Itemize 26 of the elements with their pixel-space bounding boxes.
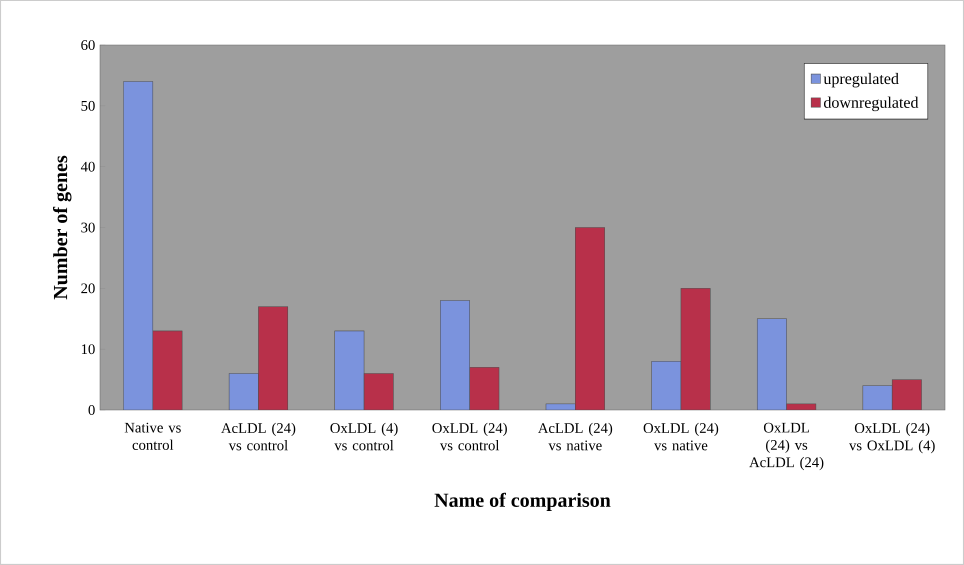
x-tick-label: OxLDL (24) vs control [432, 422, 507, 450]
bar [364, 373, 394, 410]
x-tick-label: OxLDL (24) vs native [644, 422, 718, 450]
y-tick-label: 60 [81, 40, 95, 50]
y-axis-title: Number of genes [52, 156, 72, 300]
bar [469, 367, 500, 410]
legend-label: upregulated [824, 72, 899, 88]
y-tick-label: 0 [88, 405, 95, 415]
y-tick-label: 50 [81, 100, 95, 111]
x-tick-label: Native vs control [124, 422, 181, 450]
bar [680, 288, 711, 410]
bar [258, 306, 288, 410]
x-tick-label: AcLDL (24) vs control [221, 422, 296, 450]
bar [892, 379, 922, 410]
y-tick-label: 10 [82, 344, 95, 354]
bar [575, 227, 605, 410]
x-axis-title: Name of comparison [434, 492, 610, 512]
x-tick-label: AcLDL (24) vs native [538, 422, 612, 450]
x-tick-label: OxLDL (24) vs OxLDL (4) [849, 422, 935, 454]
x-tick-label: OxLDL (4) vs control [330, 422, 398, 450]
legend-label: downregulated [824, 96, 918, 112]
y-tick-label: 40 [80, 162, 95, 172]
bar [152, 330, 182, 410]
y-tick-label: 20 [81, 283, 95, 294]
y-tick-label: 30 [81, 222, 95, 232]
x-tick-label: OxLDL (24) vs AcLDL (24) [749, 422, 824, 470]
